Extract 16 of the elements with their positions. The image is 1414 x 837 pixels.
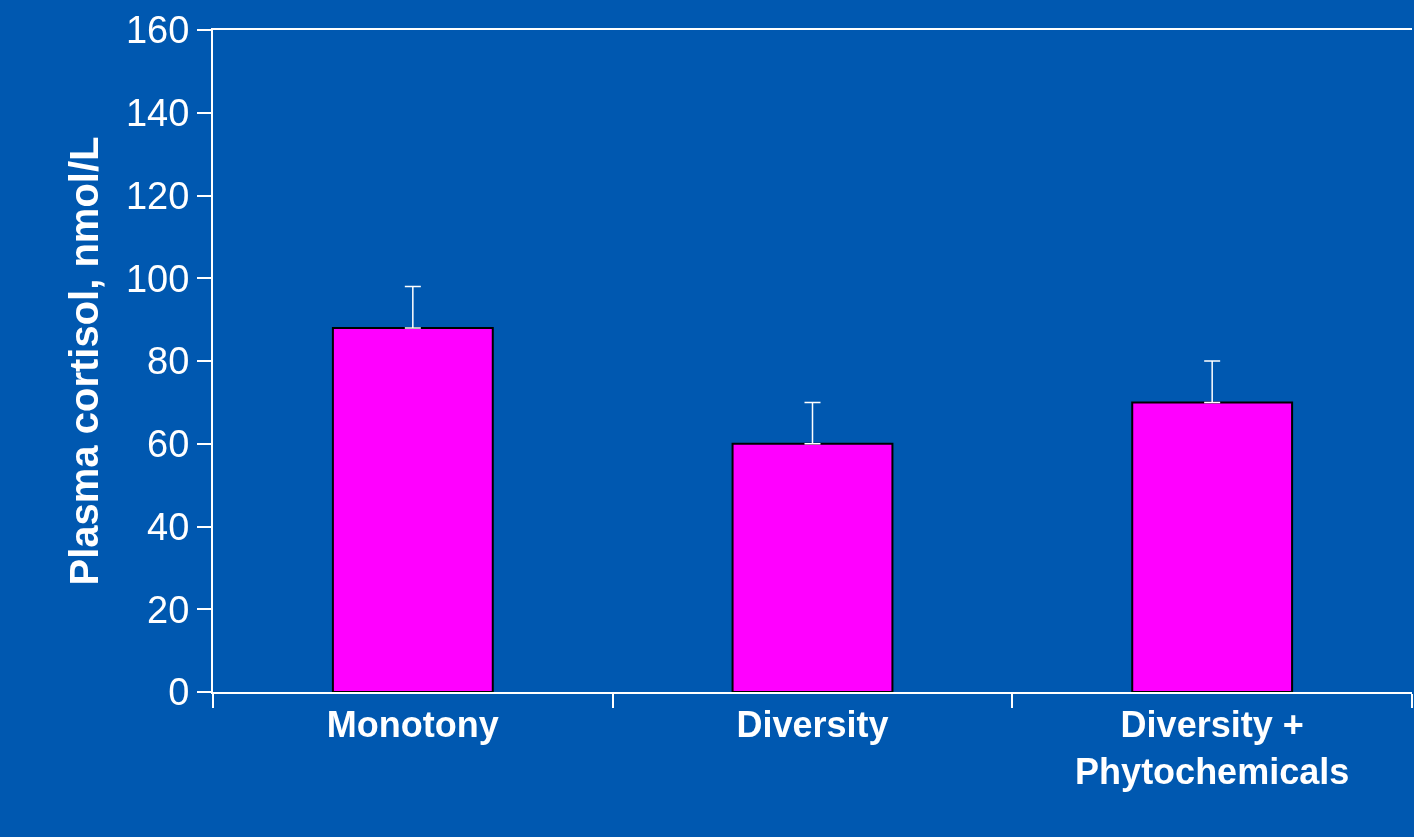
x-tick-label: Diversity [736, 704, 889, 746]
y-tick-label: 60 [147, 423, 190, 466]
y-tick-label: 80 [147, 340, 190, 383]
y-tick-label: 20 [147, 588, 190, 631]
y-tick-label: 40 [147, 505, 190, 548]
y-tick-label: 0 [168, 671, 190, 714]
y-tick-label: 100 [125, 257, 190, 300]
bar [331, 326, 494, 692]
bar [731, 442, 894, 692]
y-tick-label: 140 [125, 92, 190, 135]
bar [1131, 401, 1294, 692]
y-tick-label: 160 [125, 9, 190, 52]
y-tick-label: 120 [125, 174, 190, 217]
x-tick-label: Monotony [326, 704, 499, 746]
x-tick-label: Diversity + Phytochemicals [1075, 704, 1350, 792]
y-axis-title: Plasma cortisol, nmol/L [61, 136, 106, 586]
